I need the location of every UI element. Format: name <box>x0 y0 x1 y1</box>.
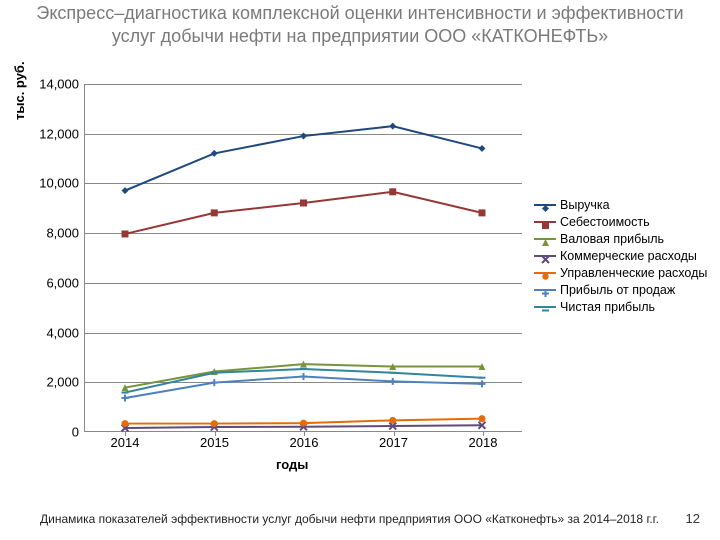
legend: Выручка Себестоимость Валовая прибыль Комме… <box>534 198 707 317</box>
legend-item: Выручка <box>534 198 707 212</box>
legend-marker-icon <box>542 219 549 226</box>
legend-marker-icon <box>542 304 549 311</box>
y-tick-label: 8,000 <box>46 226 85 241</box>
legend-marker-icon <box>542 202 549 209</box>
series-marker <box>300 373 307 380</box>
y-tick-label: 6,000 <box>46 275 85 290</box>
series-marker <box>478 380 485 387</box>
legend-swatch <box>534 233 556 245</box>
series-marker <box>389 188 396 195</box>
legend-marker-icon <box>542 236 549 243</box>
series-marker <box>122 395 129 402</box>
series-marker <box>389 417 396 424</box>
legend-label: Коммерческие расходы <box>560 249 697 263</box>
y-tick-label: 12,000 <box>39 126 85 141</box>
series-marker <box>389 123 396 130</box>
x-tick-label: 2014 <box>111 431 140 450</box>
series-marker <box>122 230 129 237</box>
legend-item: Себестоимость <box>534 215 707 229</box>
series-marker <box>300 133 307 140</box>
legend-item: Прибыль от продаж <box>534 283 707 297</box>
series-marker <box>211 209 218 216</box>
y-tick-label: 14,000 <box>39 77 85 92</box>
series-marker <box>122 187 129 194</box>
legend-label: Управленческие расходы <box>560 266 707 280</box>
legend-marker-icon <box>542 253 549 260</box>
x-tick-label: 2017 <box>379 431 408 450</box>
legend-item: Чистая прибыль <box>534 300 707 314</box>
y-tick-label: 10,000 <box>39 176 85 191</box>
legend-label: Себестоимость <box>560 215 650 229</box>
series-layer <box>85 84 522 431</box>
series-marker <box>478 145 485 152</box>
legend-swatch <box>534 199 556 211</box>
legend-swatch <box>534 216 556 228</box>
series-marker <box>211 420 218 427</box>
page-title: Экспресс–диагностика комплексной оценки … <box>0 0 720 51</box>
chart: тыс. руб. 02,0004,0006,0008,00010,00012,… <box>16 80 704 470</box>
y-axis-label: тыс. руб. <box>12 61 27 120</box>
legend-label: Чистая прибыль <box>560 300 655 314</box>
legend-swatch <box>534 284 556 296</box>
legend-marker-icon <box>542 270 549 277</box>
legend-marker-icon <box>542 287 549 294</box>
series-marker <box>300 420 307 427</box>
legend-label: Прибыль от продаж <box>560 283 675 297</box>
series-marker <box>478 415 485 422</box>
plot-area: 02,0004,0006,0008,00010,00012,00014,0002… <box>84 84 522 432</box>
legend-label: Выручка <box>560 198 610 212</box>
y-tick-label: 4,000 <box>46 325 85 340</box>
x-axis-label: годы <box>276 457 308 472</box>
legend-label: Валовая прибыль <box>560 232 664 246</box>
y-tick-label: 0 <box>72 425 85 440</box>
legend-item: Валовая прибыль <box>534 232 707 246</box>
legend-swatch <box>534 301 556 313</box>
series-marker <box>122 420 129 427</box>
legend-swatch <box>534 250 556 262</box>
series-marker <box>300 199 307 206</box>
x-tick-label: 2015 <box>200 431 229 450</box>
x-tick-label: 2018 <box>469 431 498 450</box>
legend-item: Коммерческие расходы <box>534 249 707 263</box>
y-tick-label: 2,000 <box>46 375 85 390</box>
series-line <box>125 192 482 234</box>
legend-item: Управленческие расходы <box>534 266 707 280</box>
series-marker <box>211 150 218 157</box>
series-marker <box>389 378 396 385</box>
series-marker <box>478 209 485 216</box>
x-tick-label: 2016 <box>290 431 319 450</box>
page-number: 12 <box>686 511 700 526</box>
series-marker <box>211 379 218 386</box>
legend-swatch <box>534 267 556 279</box>
figure-caption: Динамика показателей эффективности услуг… <box>40 512 659 526</box>
